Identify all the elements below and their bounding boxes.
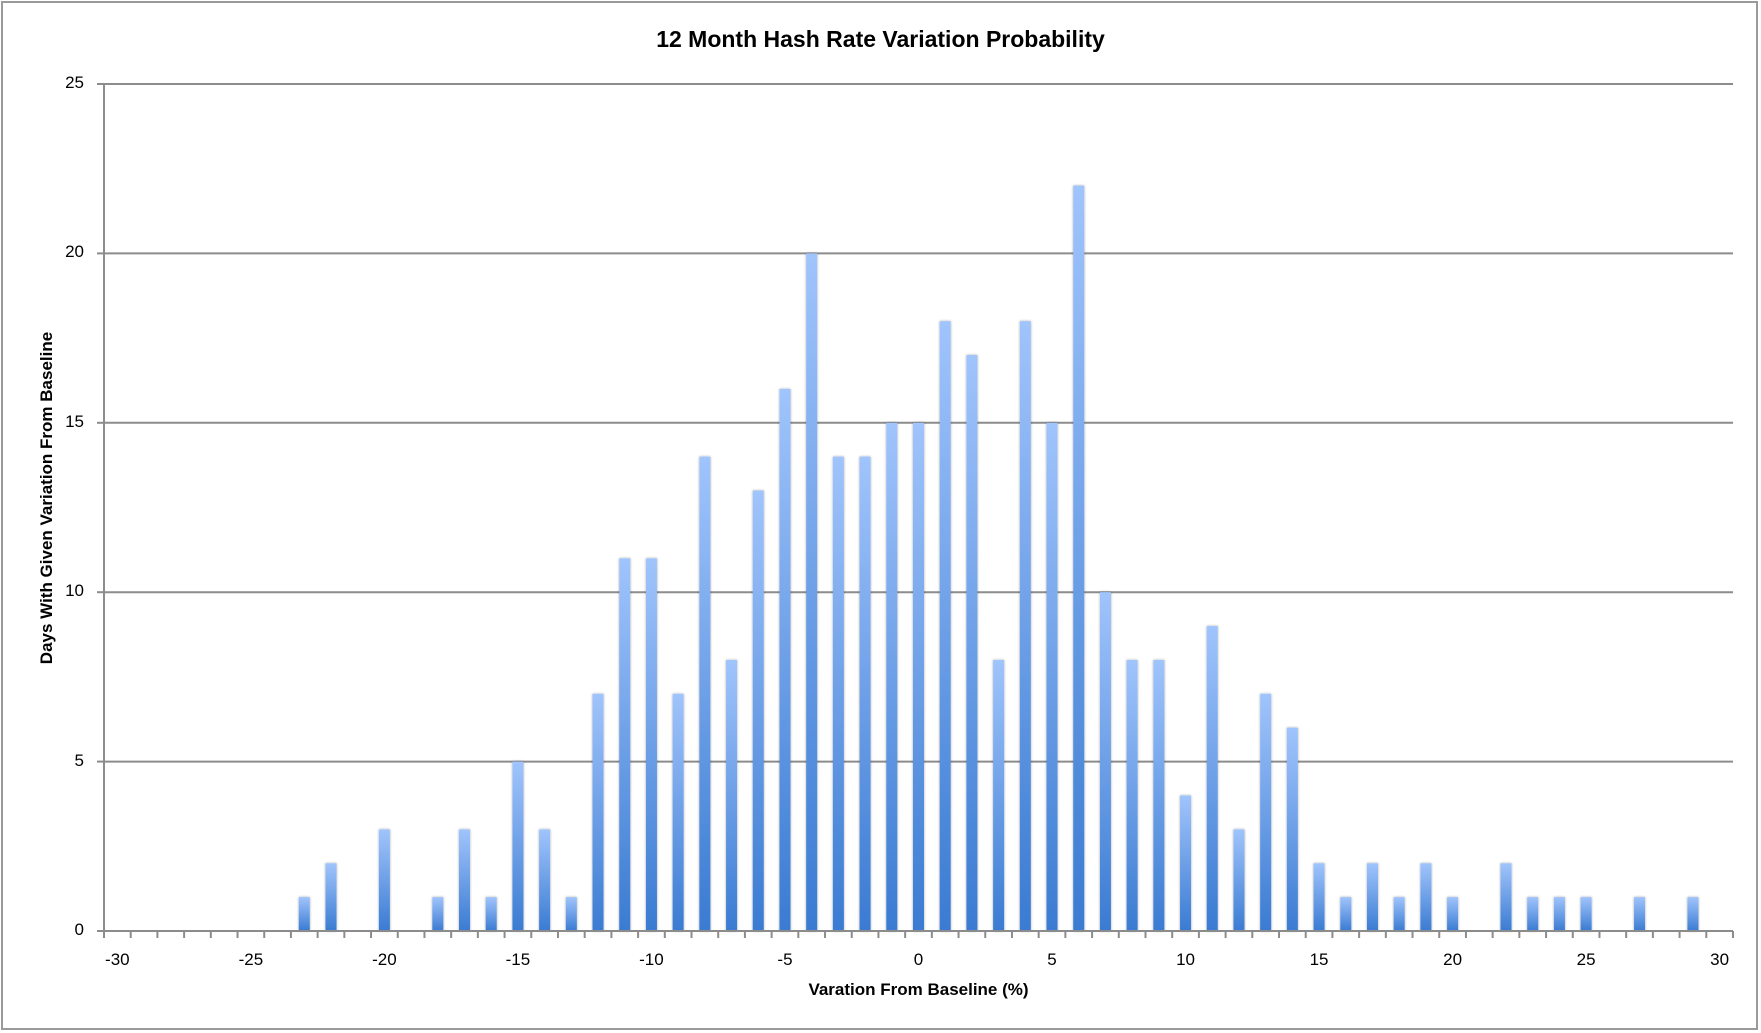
y-tick-label: 10 [65,581,84,601]
bar [432,897,444,931]
bar [672,693,684,931]
bar [1286,727,1298,931]
bar [1313,863,1325,931]
bar [1180,795,1192,931]
x-tick-label: 5 [1047,950,1057,969]
bar [1687,897,1699,931]
bar [1019,321,1031,931]
x-tick-label: 0 [913,950,924,969]
bar [1634,897,1646,931]
x-tick-label: -20 [372,950,397,969]
bar [459,829,471,931]
bar [886,422,898,931]
x-tick-label: -25 [238,950,264,969]
x-tick-label: 30 [1710,950,1730,969]
bar [913,422,924,931]
y-tick-label: 25 [65,73,84,92]
bar [645,558,657,931]
bar [1206,626,1218,931]
axes [103,84,1734,938]
bar [1260,693,1272,931]
bar [726,659,738,931]
bar [1340,897,1352,931]
bar [1046,422,1058,931]
bar [512,761,524,931]
x-tick-label: -15 [505,950,531,969]
bar [1553,897,1565,931]
x-axis-label: Varation From Baseline (%) [808,980,1029,999]
bar [1099,592,1111,931]
x-tick-label: 15 [1309,950,1329,969]
bar [539,829,551,931]
y-axis-label: Days With Given Variation From Baseline [37,331,56,665]
y-tick-label: 5 [74,750,84,770]
bar [832,456,844,931]
bar-series [298,185,1699,931]
y-tick-label: 20 [65,242,84,262]
bar [325,863,337,931]
bar [619,558,631,931]
x-tick-label: -10 [639,950,664,969]
bar [1580,897,1592,931]
bar [1153,659,1165,931]
x-tick-label: -30 [105,950,130,969]
bar [806,253,818,931]
bar [752,490,764,931]
bar [1527,897,1539,931]
x-tick-label: 10 [1176,950,1195,969]
bar [939,321,951,931]
bar [1500,863,1512,931]
bar [966,355,978,931]
x-tick-label: 25 [1576,950,1596,969]
bar [298,897,310,931]
bar [378,829,390,931]
bar [1366,863,1378,931]
bar [1393,897,1405,931]
bar [993,659,1005,931]
y-tick-label: 0 [74,920,84,939]
bar [779,388,791,931]
bar [485,897,497,931]
bar [1420,863,1432,931]
bar [1233,829,1245,931]
y-tick-label: 15 [65,411,84,431]
bar [1073,185,1085,931]
bar [592,693,604,931]
bar [1126,659,1138,931]
chart-title: 12 Month Hash Rate Variation Probability [656,26,1105,52]
bar [699,456,711,931]
bar [1447,897,1459,931]
bar [565,897,577,931]
x-tick-label: -5 [777,950,793,969]
bar [859,456,871,931]
x-tick-label: 20 [1443,950,1463,969]
